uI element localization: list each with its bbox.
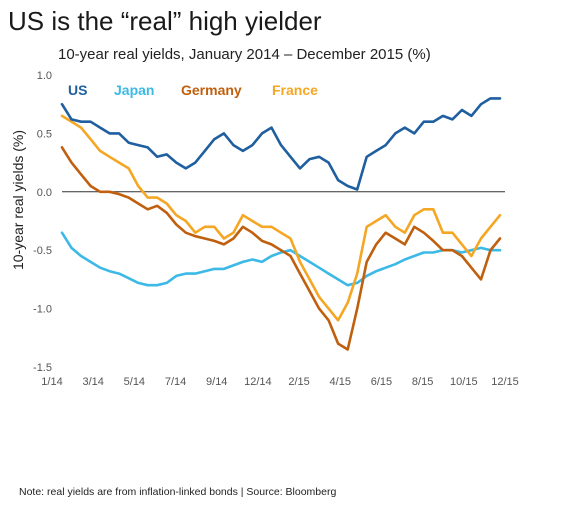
- x-tick-label: 2/15: [288, 376, 309, 388]
- x-tick-label: 6/15: [371, 376, 392, 388]
- legend-item-france: France: [272, 82, 318, 98]
- y-axis-ticks: 1.0 0.5 0.0 -0.5 -1.0 -1.5: [33, 70, 52, 374]
- x-tick-label: 7/14: [165, 376, 186, 388]
- x-tick-label: 12/14: [244, 376, 272, 388]
- y-axis-label: 10-year real yields (%): [10, 130, 26, 270]
- x-axis-ticks: 1/14 3/14 5/14 7/14 9/14 12/14 2/15 4/15 6/15 8/1…: [41, 376, 518, 388]
- x-tick-label: 5/14: [124, 376, 145, 388]
- series-line-japan: [60, 231, 502, 287]
- y-tick-label: -1.0: [33, 304, 52, 316]
- y-tick-label: -0.5: [33, 245, 52, 257]
- legend-item-japan: Japan: [114, 82, 154, 98]
- x-tick-label: 10/15: [450, 376, 478, 388]
- chart-title: 10-year real yields, January 2014 – Dece…: [58, 46, 431, 63]
- chart-headline: US is the “real” high yielder: [8, 6, 322, 36]
- y-tick-label: 0.0: [37, 187, 52, 199]
- legend-item-germany: Germany: [181, 82, 242, 98]
- x-tick-label: 1/14: [41, 376, 62, 388]
- x-tick-label: 12/15: [491, 376, 519, 388]
- series-lines: [60, 97, 502, 351]
- series-line-france: [60, 114, 502, 322]
- y-tick-label: 1.0: [37, 70, 52, 82]
- legend: US Japan Germany France: [68, 82, 318, 98]
- x-tick-label: 8/15: [412, 376, 433, 388]
- legend-item-us: US: [68, 82, 87, 98]
- x-tick-label: 4/15: [330, 376, 351, 388]
- x-tick-label: 9/14: [206, 376, 227, 388]
- y-tick-label: -1.5: [33, 362, 52, 374]
- series-line-us: [60, 97, 502, 191]
- series-line-germany: [60, 146, 502, 351]
- x-tick-label: 3/14: [82, 376, 103, 388]
- source-note: Note: real yields are from inflation-lin…: [19, 486, 337, 498]
- y-tick-label: 0.5: [37, 128, 52, 140]
